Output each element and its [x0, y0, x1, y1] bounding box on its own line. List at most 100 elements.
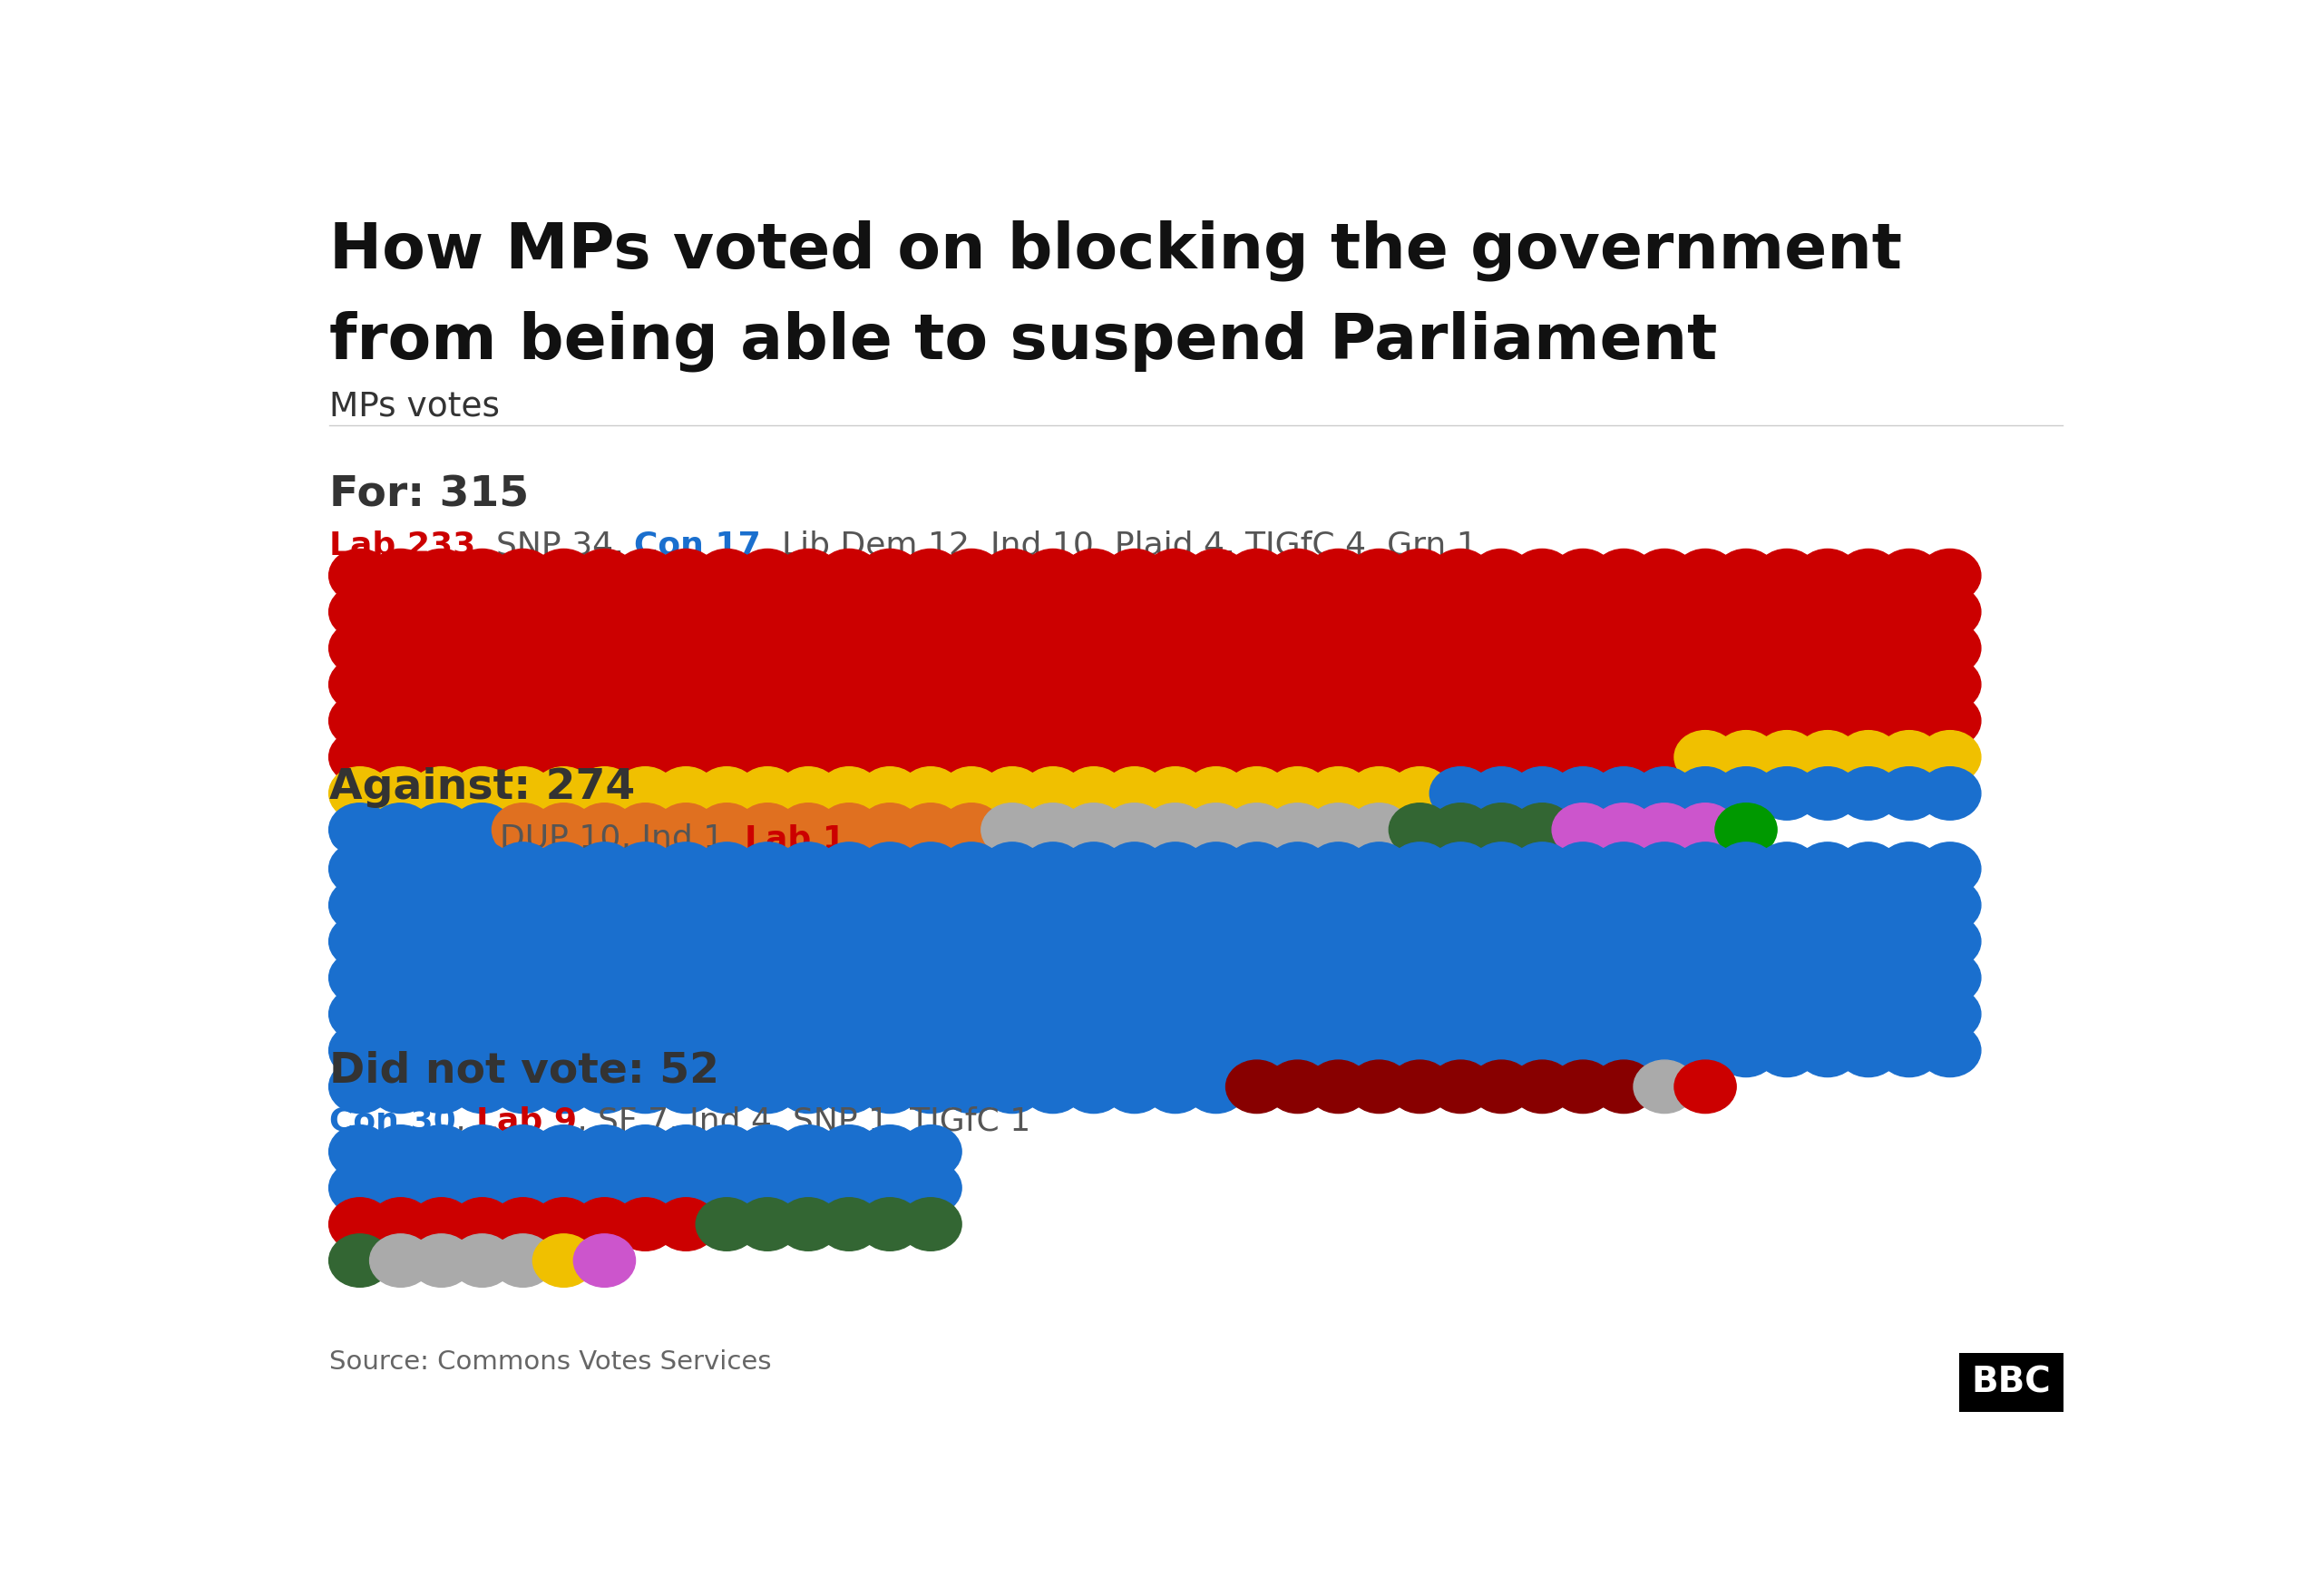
Ellipse shape — [1837, 915, 1899, 967]
Ellipse shape — [450, 951, 513, 1004]
Ellipse shape — [450, 622, 513, 675]
Ellipse shape — [1918, 694, 1981, 747]
Ellipse shape — [1184, 1025, 1247, 1077]
Ellipse shape — [1837, 658, 1899, 712]
Ellipse shape — [1797, 586, 1858, 638]
Ellipse shape — [1145, 549, 1205, 602]
Ellipse shape — [1430, 766, 1491, 820]
Ellipse shape — [492, 694, 555, 747]
Ellipse shape — [655, 622, 717, 675]
Ellipse shape — [369, 1025, 432, 1077]
Ellipse shape — [736, 803, 799, 855]
Ellipse shape — [1797, 878, 1858, 932]
Ellipse shape — [1593, 731, 1656, 784]
Ellipse shape — [1755, 731, 1818, 784]
Text: MPs votes: MPs votes — [330, 391, 499, 423]
Ellipse shape — [330, 658, 390, 712]
Ellipse shape — [899, 915, 961, 967]
Ellipse shape — [1512, 622, 1572, 675]
Ellipse shape — [736, 915, 799, 967]
Ellipse shape — [411, 549, 471, 602]
Ellipse shape — [1470, 586, 1533, 638]
Ellipse shape — [1145, 731, 1205, 784]
Ellipse shape — [1512, 878, 1572, 932]
Ellipse shape — [330, 694, 390, 747]
Ellipse shape — [330, 843, 390, 895]
Ellipse shape — [1022, 878, 1084, 932]
Text: Con 262: Con 262 — [330, 824, 478, 854]
Ellipse shape — [1837, 731, 1899, 784]
Ellipse shape — [1470, 803, 1533, 855]
Ellipse shape — [940, 1025, 1003, 1077]
Ellipse shape — [615, 694, 676, 747]
Ellipse shape — [411, 1025, 471, 1077]
Ellipse shape — [1512, 843, 1572, 895]
Ellipse shape — [1551, 766, 1614, 820]
Ellipse shape — [1226, 843, 1289, 895]
Ellipse shape — [411, 951, 471, 1004]
Ellipse shape — [817, 766, 880, 820]
Ellipse shape — [1512, 586, 1572, 638]
Ellipse shape — [1797, 951, 1858, 1004]
Ellipse shape — [1755, 658, 1818, 712]
Ellipse shape — [574, 622, 636, 675]
Ellipse shape — [1837, 622, 1899, 675]
Ellipse shape — [532, 951, 594, 1004]
Text: Con 17: Con 17 — [634, 530, 762, 562]
Ellipse shape — [1022, 843, 1084, 895]
Ellipse shape — [1755, 694, 1818, 747]
Ellipse shape — [1103, 766, 1166, 820]
Ellipse shape — [1797, 915, 1858, 967]
Ellipse shape — [330, 1125, 390, 1178]
Ellipse shape — [1063, 549, 1124, 602]
Ellipse shape — [1918, 731, 1981, 784]
Ellipse shape — [1184, 915, 1247, 967]
Ellipse shape — [655, 549, 717, 602]
Ellipse shape — [1716, 803, 1776, 855]
Ellipse shape — [492, 1197, 555, 1251]
Ellipse shape — [1593, 1025, 1656, 1077]
Ellipse shape — [330, 622, 390, 675]
Ellipse shape — [1878, 878, 1941, 932]
Ellipse shape — [369, 951, 432, 1004]
Ellipse shape — [574, 878, 636, 932]
Ellipse shape — [1307, 766, 1370, 820]
Ellipse shape — [574, 1060, 636, 1114]
Ellipse shape — [1797, 766, 1858, 820]
Ellipse shape — [411, 658, 471, 712]
Ellipse shape — [615, 586, 676, 638]
Ellipse shape — [859, 1162, 922, 1215]
Ellipse shape — [1145, 766, 1205, 820]
Ellipse shape — [1349, 586, 1409, 638]
Ellipse shape — [859, 915, 922, 967]
Ellipse shape — [492, 766, 555, 820]
Ellipse shape — [1265, 1060, 1328, 1114]
Ellipse shape — [1918, 878, 1981, 932]
Ellipse shape — [450, 586, 513, 638]
Ellipse shape — [1022, 951, 1084, 1004]
Ellipse shape — [615, 622, 676, 675]
Ellipse shape — [330, 915, 390, 967]
Ellipse shape — [1184, 766, 1247, 820]
Ellipse shape — [1307, 622, 1370, 675]
Ellipse shape — [330, 1234, 390, 1286]
Ellipse shape — [655, 1125, 717, 1178]
Ellipse shape — [736, 658, 799, 712]
Ellipse shape — [1635, 766, 1695, 820]
Ellipse shape — [859, 878, 922, 932]
Ellipse shape — [411, 731, 471, 784]
Ellipse shape — [1145, 843, 1205, 895]
Ellipse shape — [1184, 622, 1247, 675]
Ellipse shape — [1918, 1025, 1981, 1077]
Ellipse shape — [1349, 658, 1409, 712]
Ellipse shape — [1512, 731, 1572, 784]
Ellipse shape — [1918, 915, 1981, 967]
Ellipse shape — [1674, 1060, 1737, 1114]
Ellipse shape — [1022, 731, 1084, 784]
Ellipse shape — [1551, 731, 1614, 784]
Ellipse shape — [1551, 915, 1614, 967]
Ellipse shape — [532, 1234, 594, 1286]
Ellipse shape — [1022, 766, 1084, 820]
Ellipse shape — [492, 803, 555, 855]
Ellipse shape — [330, 803, 390, 855]
